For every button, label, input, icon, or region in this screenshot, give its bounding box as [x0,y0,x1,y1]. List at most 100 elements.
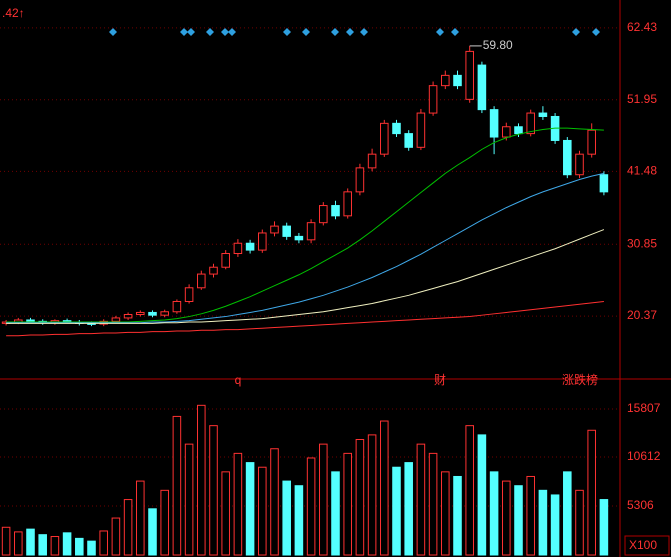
volume-bar [14,531,23,556]
volume-bar [111,517,121,556]
unit-box [624,535,670,556]
candle-body [599,174,609,193]
volume-bar [538,489,548,556]
candle-body [123,314,133,319]
volume-bar [282,480,291,556]
volume-bar [209,425,218,556]
candle-body [502,126,511,138]
candle-body [319,205,328,224]
candle-body [441,74,450,87]
volume-bar [172,415,182,556]
volume-bar [453,475,462,556]
volume-bar [550,494,560,556]
candle-body [489,109,499,138]
moving-average [6,300,604,337]
candle-body [367,153,377,169]
volume-bar [1,526,11,556]
candle-body [526,112,535,135]
y-tick-label: 30.85 [627,236,657,250]
candle-body [575,153,584,176]
volume-bar [270,448,279,556]
volume-bar [465,425,474,556]
volume-bar [343,452,352,556]
volume-bar [160,489,169,556]
volume-bar [75,537,84,556]
candle-body [428,85,438,114]
y-tick-label: 20.37 [627,308,657,322]
volume-bar [428,452,438,556]
candle-body [160,311,169,316]
candle-body [26,319,35,322]
volume-bar [87,540,96,556]
moving-average [6,229,605,324]
volume-bar [258,466,267,556]
candle-body [477,64,487,111]
volume-bar [514,485,523,556]
volume-tick-label: 15807 [627,401,661,415]
candle-body [221,253,230,268]
candle-body [392,122,401,135]
candle-body [184,287,194,302]
y-tick-label: 51.95 [627,92,657,106]
volume-bar [380,420,389,556]
candle-body [258,232,267,251]
volume-bar [123,499,133,556]
candle-body [294,235,304,241]
moving-average [6,172,605,324]
volume-bar [233,452,243,556]
volume-bar [221,471,230,556]
event-label: 财 [434,373,446,387]
volume-bar [489,471,499,556]
candle-body [355,167,365,193]
moving-average [6,127,604,323]
volume-bar [575,489,584,556]
candle-body [136,311,145,316]
candle-body [416,112,426,148]
candle-body [270,225,279,234]
volume-bar [50,536,60,556]
volume-bar [148,508,157,556]
volume-bar [599,499,609,556]
volume-bar [404,462,413,556]
candle-body [245,242,255,251]
volume-bar [563,471,572,556]
candle-body [282,225,291,237]
event-label: q [235,373,242,387]
candle-body [306,222,316,241]
candle-body [587,129,596,155]
volume-bar [587,429,596,556]
candle-body [331,205,340,217]
candle-body [465,50,474,100]
volume-bar [306,457,316,556]
volume-unit: X100 [629,538,657,552]
volume-bar [294,485,304,556]
volume-bar [245,462,255,556]
candle-body [514,126,523,135]
volume-bar [26,528,35,556]
volume-bar [502,480,511,556]
volume-bar [526,475,535,556]
volume-bar [197,404,206,556]
candle-body [233,242,243,255]
candle-body [380,122,389,155]
candle-body [563,139,572,176]
y-tick-label: 62.43 [627,20,657,34]
volume-bar [184,443,194,556]
candle-body [148,311,157,316]
volume-bar [416,443,426,556]
volume-tick-label: 10612 [627,449,661,463]
peak-label: 59.80 [483,38,513,52]
volume-bar [38,534,47,556]
volume-bar [355,439,365,556]
candle-body [404,133,413,148]
candle-body [197,273,206,289]
candle-body [172,300,182,313]
candle-body [209,266,218,275]
corner-label: .42↑ [2,6,25,20]
volume-bar [99,530,108,556]
volume-tick-label: 5306 [627,498,654,512]
volume-bar [331,471,340,556]
candle-body [343,191,352,217]
candle-body [111,317,121,322]
